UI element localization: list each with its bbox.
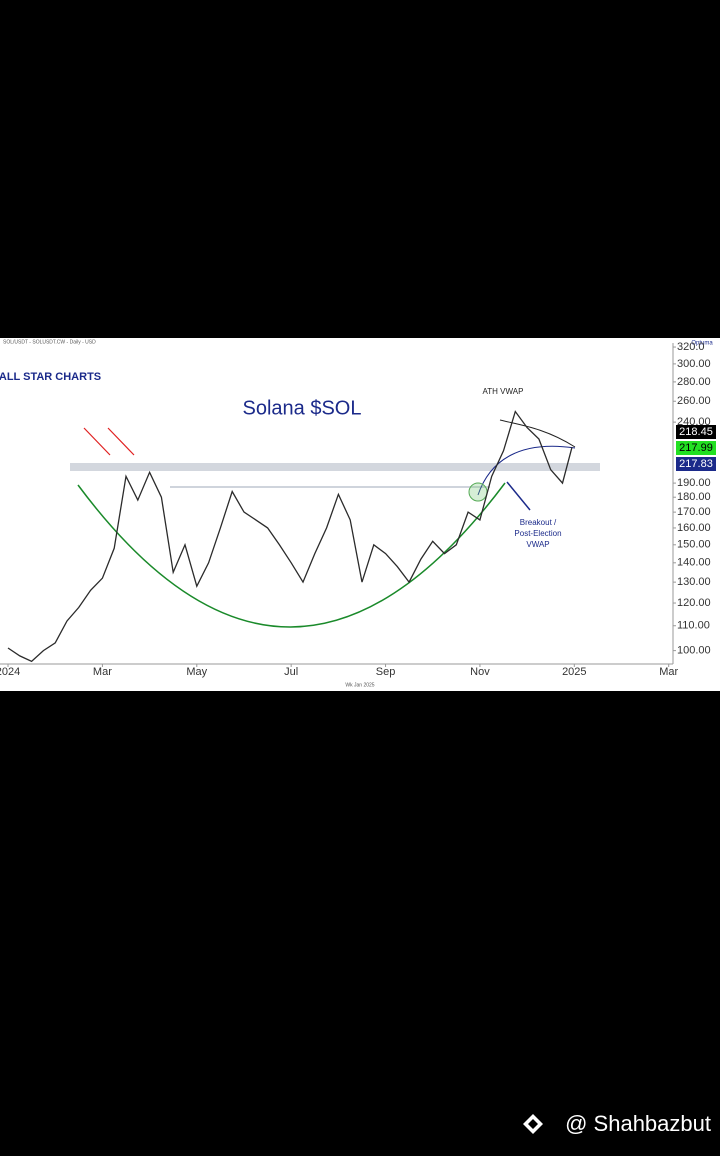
- brand-logo: ALL STAR CHARTS: [0, 371, 101, 383]
- arrow: [83, 427, 111, 456]
- watermark: @ Shahbazbut: [565, 1111, 711, 1136]
- annotation: Post-Election: [514, 529, 561, 538]
- y-tick-label: 170.00: [677, 506, 711, 518]
- source-label: SOL/USDT - SOLUSDT.CW - Daily - USD: [3, 339, 96, 345]
- price-badge-label: 217.99: [679, 442, 713, 454]
- provider-logo: Optuma: [691, 341, 713, 347]
- ath-vwap-line: [499, 419, 576, 448]
- y-tick-label: 120.00: [677, 597, 711, 609]
- y-tick-label: 320.0: [677, 341, 705, 353]
- y-tick-label: 150.00: [677, 539, 711, 551]
- y-tick-label: 260.00: [677, 395, 711, 407]
- resistance-band: [70, 463, 600, 471]
- y-tick-label: 140.00: [677, 557, 711, 569]
- footer-label: Wk Jan 2025: [345, 682, 374, 688]
- y-tick-label: 130.00: [677, 576, 711, 588]
- price-badge-label: 218.45: [679, 426, 713, 438]
- x-tick-label: Nov: [470, 666, 490, 678]
- x-tick-label: Sep: [376, 666, 396, 678]
- price-badge: [676, 457, 716, 471]
- price-badge: [676, 441, 716, 455]
- y-tick-label: 180.00: [677, 491, 711, 503]
- y-tick-label: 160.00: [677, 522, 711, 534]
- y-tick-label: 240.00: [677, 416, 711, 428]
- y-tick-label: 190.00: [677, 477, 711, 489]
- price-badge: [676, 425, 716, 439]
- x-tick-label: Mar: [93, 666, 112, 678]
- arrow: [506, 481, 531, 511]
- x-tick-label: 2024: [0, 666, 20, 678]
- y-tick-label: 110.00: [677, 620, 710, 632]
- chart-title: Solana $SOL: [243, 397, 362, 419]
- x-tick-label: May: [186, 666, 207, 678]
- annotation: ATH VWAP: [483, 387, 524, 396]
- x-tick-label: 2025: [562, 666, 586, 678]
- breakout-circle: [468, 482, 488, 502]
- annotation: VWAP: [526, 540, 549, 549]
- chart-background: [0, 338, 720, 691]
- price-badge-label: 217.83: [679, 458, 713, 470]
- arrow: [107, 427, 135, 456]
- price-line: [7, 410, 573, 663]
- watermark-icon: [523, 1114, 543, 1134]
- annotation: Breakout /: [520, 518, 557, 527]
- y-tick-label: 100.00: [677, 645, 711, 657]
- x-tick-label: Jul: [284, 666, 298, 678]
- y-tick-label: 300.00: [677, 358, 711, 370]
- y-tick-label: 280.00: [677, 376, 711, 388]
- x-tick-label: Mar: [659, 666, 678, 678]
- cup-arc: [77, 482, 506, 628]
